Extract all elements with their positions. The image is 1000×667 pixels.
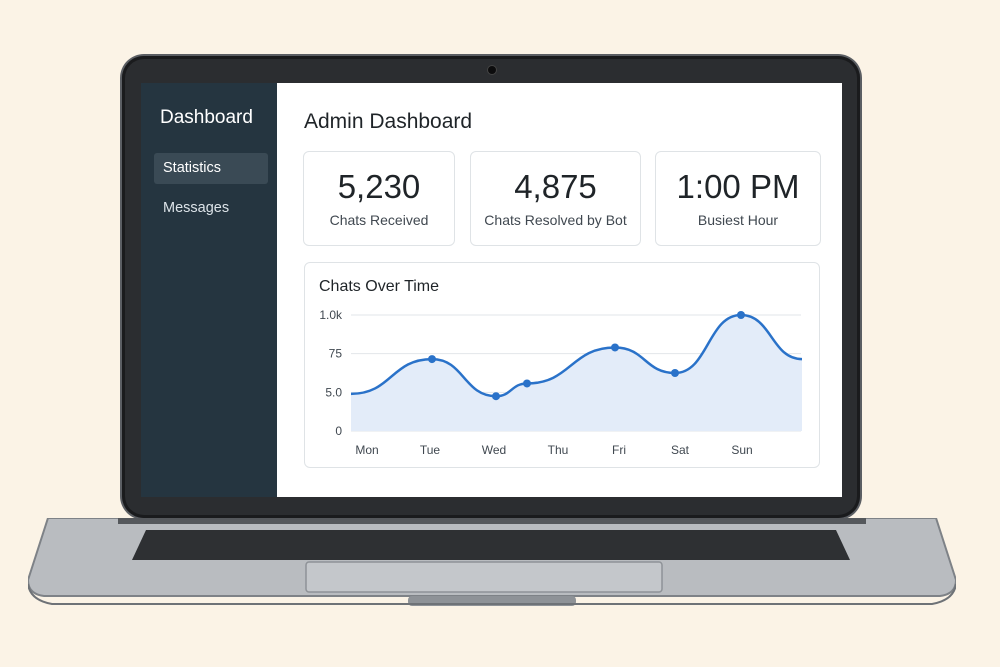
x-tick-label: Sun bbox=[731, 443, 752, 457]
data-point bbox=[523, 379, 531, 388]
y-tick-label: 1.0k bbox=[319, 308, 343, 322]
trackpad[interactable] bbox=[305, 561, 663, 593]
stat-card-busiest-hour: 1:00 PM Busiest Hour bbox=[655, 151, 821, 246]
stat-value: 1:00 PM bbox=[676, 168, 800, 205]
sidebar-title: Dashboard bbox=[160, 107, 253, 128]
x-tick-label: Wed bbox=[482, 443, 506, 457]
hinge bbox=[118, 518, 866, 524]
chart-card: Chats Over Time 1.0k 75 5.0 0 Mon Tue Wed Thu Fr… bbox=[304, 262, 820, 468]
data-point bbox=[492, 392, 500, 401]
stat-value: 5,230 bbox=[337, 168, 421, 205]
sidebar: Dashboard Statistics Messages bbox=[141, 83, 277, 497]
x-tick-label: Thu bbox=[548, 443, 569, 457]
data-point bbox=[611, 343, 619, 352]
stat-label: Chats Received bbox=[329, 212, 429, 228]
stat-value: 4,875 bbox=[514, 168, 597, 205]
area-fill bbox=[351, 315, 802, 431]
x-tick-label: Sat bbox=[671, 443, 690, 457]
line-chart: 1.0k 75 5.0 0 Mon Tue Wed Thu Fri Sat Sun bbox=[319, 308, 803, 457]
x-tick-label: Tue bbox=[420, 443, 441, 457]
data-point bbox=[737, 311, 745, 319]
stat-label: Chats Resolved by Bot bbox=[484, 212, 627, 228]
base-edge bbox=[28, 583, 956, 605]
stat-label: Busiest Hour bbox=[697, 212, 779, 228]
y-tick-label: 0 bbox=[335, 424, 342, 438]
y-tick-label: 5.0 bbox=[325, 385, 342, 399]
sidebar-item-messages[interactable]: Messages bbox=[163, 200, 230, 216]
stat-card-chats-received: 5,230 Chats Received bbox=[303, 151, 455, 246]
chart-title: Chats Over Time bbox=[319, 278, 440, 295]
page-title: Admin Dashboard bbox=[304, 110, 473, 133]
data-point bbox=[671, 369, 679, 377]
screen: Dashboard Statistics Messages Admin Dash… bbox=[141, 83, 842, 497]
sidebar-item-statistics[interactable]: Statistics bbox=[154, 153, 268, 184]
data-point bbox=[428, 355, 436, 364]
keyboard bbox=[132, 530, 850, 560]
x-tick-label: Mon bbox=[355, 443, 378, 457]
x-tick-label: Fri bbox=[612, 443, 626, 457]
stat-card-chats-resolved: 4,875 Chats Resolved by Bot bbox=[470, 151, 641, 246]
laptop-base bbox=[28, 518, 956, 606]
y-tick-label: 75 bbox=[329, 347, 343, 361]
series-line bbox=[350, 313, 803, 398]
webcam-icon bbox=[488, 66, 496, 74]
